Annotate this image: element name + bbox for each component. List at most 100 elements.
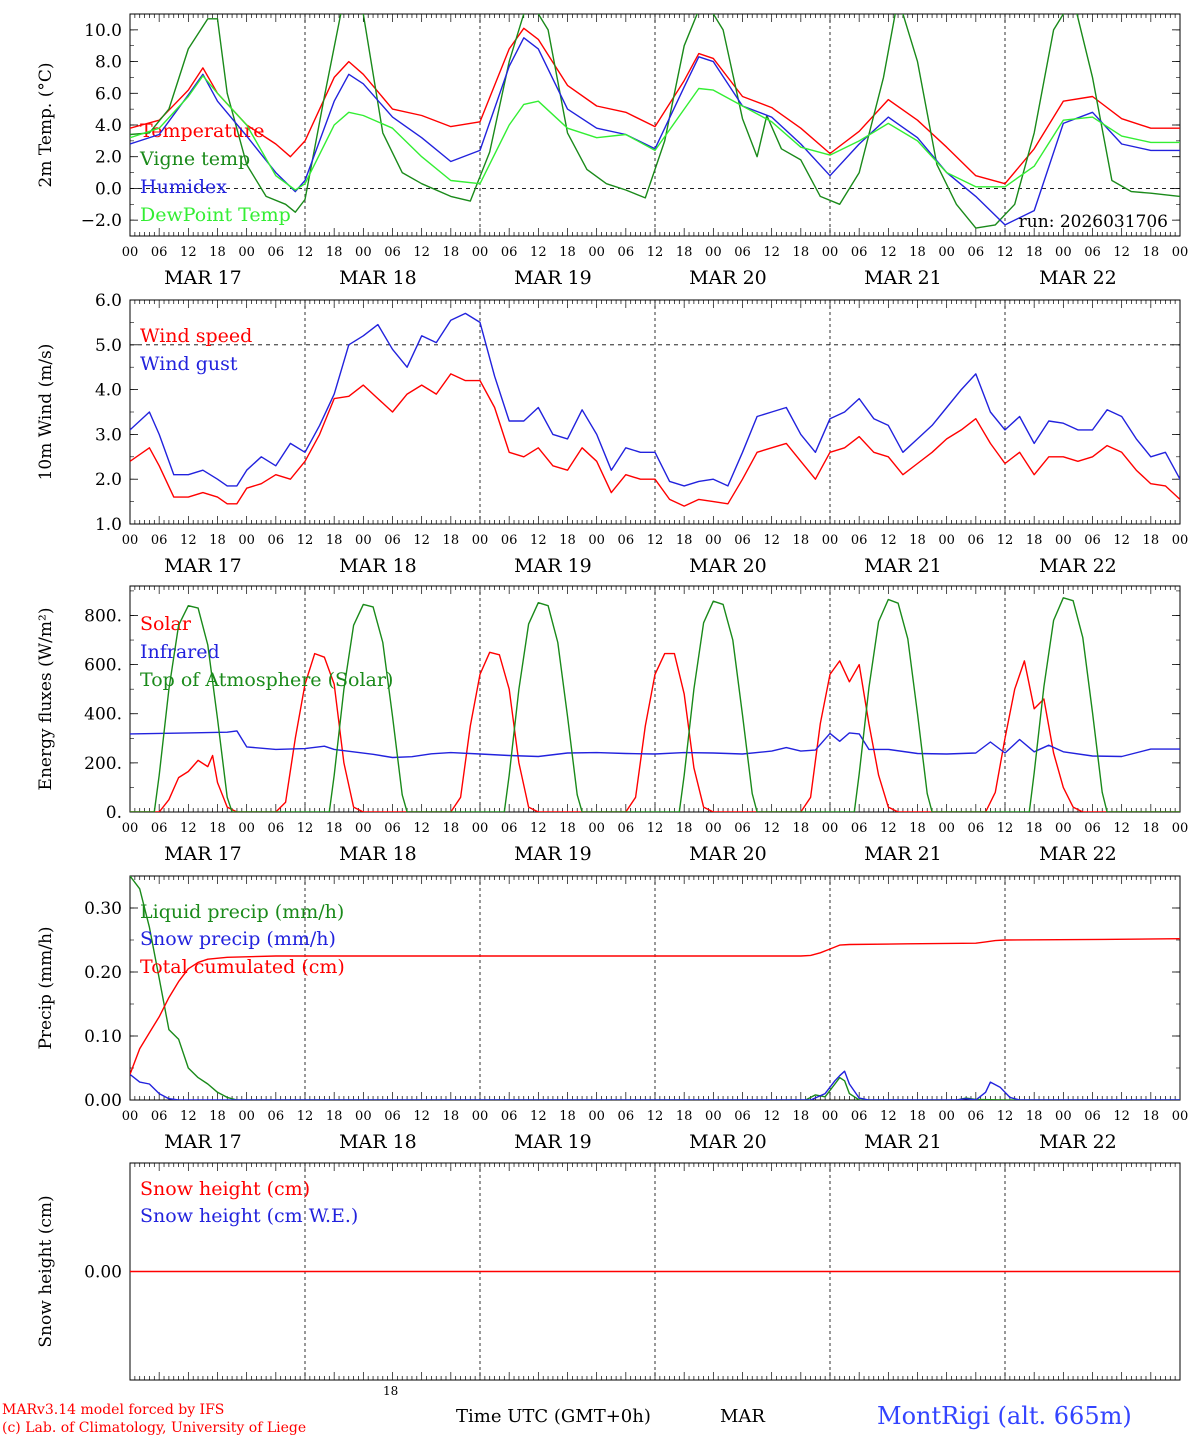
x-tick-label: 18 xyxy=(326,821,343,836)
series-line-wind-speed xyxy=(130,373,1180,507)
x-tick-label: 12 xyxy=(997,533,1014,548)
x-tick-label: 06 xyxy=(851,245,868,260)
day-label: MAR 22 xyxy=(1039,267,1117,289)
y-tick-label: 1.0 xyxy=(95,515,122,535)
y-axis-label: 2m Temp. (°C) xyxy=(36,62,56,187)
x-tick-label: 00 xyxy=(1055,533,1072,548)
x-tick-label: 18 xyxy=(326,533,343,548)
x-tick-label: 12 xyxy=(297,533,314,548)
day-label: MAR 19 xyxy=(514,1131,592,1153)
x-tick-label: 12 xyxy=(997,245,1014,260)
y-tick-label: 0. xyxy=(106,803,122,823)
series-line-solar xyxy=(130,651,1180,812)
x-tick-label: 18 xyxy=(793,533,810,548)
series-line-wind-gust xyxy=(130,312,1180,487)
x-tick-label: 00 xyxy=(588,245,605,260)
x-tick-label: 18 xyxy=(793,1109,810,1124)
y-axis-label: Energy fluxes (W/m²) xyxy=(36,608,56,791)
x-tick-label: 00 xyxy=(122,821,139,836)
y-tick-label: 4.0 xyxy=(95,116,122,136)
x-tick-label: 00 xyxy=(938,245,955,260)
x-tick-label: 00 xyxy=(238,821,255,836)
x-tick-label: 18 xyxy=(326,1109,343,1124)
legend-entry: Infrared xyxy=(140,641,220,663)
day-label: MAR 18 xyxy=(339,267,417,289)
y-tick-label: 600. xyxy=(84,656,122,676)
x-tick-label: 18 xyxy=(209,245,226,260)
x-tick-label: 12 xyxy=(413,821,430,836)
x-tick-label: 18 xyxy=(1143,245,1160,260)
day-label: MAR 20 xyxy=(689,555,767,577)
x-tick-label: 06 xyxy=(384,245,401,260)
x-tick-label: 00 xyxy=(822,533,839,548)
credit-lab: (c) Lab. of Climatology, University of L… xyxy=(2,1420,307,1436)
x-tick-label: 12 xyxy=(297,821,314,836)
x-tick-label: 12 xyxy=(1113,533,1130,548)
x-tick-label: 12 xyxy=(880,821,897,836)
y-tick-label: 6.0 xyxy=(95,291,122,311)
x-tick-label: 06 xyxy=(501,533,518,548)
x-tick-label: 12 xyxy=(647,1109,664,1124)
day-label: MAR 18 xyxy=(339,555,417,577)
day-label: MAR 22 xyxy=(1039,843,1117,865)
x-tick-label: 18 xyxy=(676,245,693,260)
x-tick-label: 06 xyxy=(968,533,985,548)
x-tick-label: 06 xyxy=(734,533,751,548)
x-tick-label: 06 xyxy=(968,245,985,260)
x-tick-label: 00 xyxy=(355,821,372,836)
y-tick-label: 400. xyxy=(84,705,122,725)
y-tick-label: 200. xyxy=(84,754,122,774)
day-label: MAR 21 xyxy=(864,555,942,577)
legend-entry: Top of Atmosphere (Solar) xyxy=(140,669,393,691)
x-tick-label: 18 xyxy=(326,245,343,260)
y-tick-label: 6.0 xyxy=(95,84,122,104)
x-tick-label: 18 xyxy=(443,245,460,260)
series-line-temperature xyxy=(130,27,1180,185)
x-tick-label: 00 xyxy=(472,821,489,836)
x-tick-label: 00 xyxy=(1055,245,1072,260)
x-tick-label: 18 xyxy=(1143,821,1160,836)
day-label: MAR 19 xyxy=(514,555,592,577)
series-line-vigne-temp xyxy=(130,14,1180,229)
x-tick-label: 12 xyxy=(1113,245,1130,260)
x-tick-label: 06 xyxy=(151,821,168,836)
x-tick-label: 06 xyxy=(268,1109,285,1124)
day-label: MAR 20 xyxy=(689,1131,767,1153)
x-tick-label: 00 xyxy=(1172,821,1189,836)
chart-panel-5: 0.00 Snow height (cm) Snow height (cm) Snow… xyxy=(36,1162,1181,1381)
x-tick-label: 12 xyxy=(413,533,430,548)
x-tick-label: 18 xyxy=(1026,245,1043,260)
series-line-total-cumulated-cm- xyxy=(130,938,1180,1075)
x-tick-label: 00 xyxy=(822,1109,839,1124)
x-tick-label: 12 xyxy=(413,1109,430,1124)
x-tick-label: 12 xyxy=(880,1109,897,1124)
series-line-dewpoint-temp xyxy=(130,75,1180,191)
y-tick-label: 4.0 xyxy=(95,381,122,401)
x-tick-label: 00 xyxy=(705,1109,722,1124)
x-tick-label: 12 xyxy=(647,245,664,260)
x-tick-label: 00 xyxy=(588,1109,605,1124)
series-line-infrared xyxy=(130,730,1180,759)
x-tick-label: 06 xyxy=(618,533,635,548)
x-tick-label: 00 xyxy=(122,245,139,260)
day-label: MAR 21 xyxy=(864,267,942,289)
x-tick-label: 06 xyxy=(1084,821,1101,836)
legend-entry: Humidex xyxy=(140,176,227,198)
chart-panel-4: 00 06 12 18 00 06 12 18 00 06 12 18 00 06 12 18 00 06 12 18… xyxy=(36,875,1188,1153)
y-axis-label: Precip (mm/h) xyxy=(36,926,56,1049)
x-tick-label: 12 xyxy=(530,821,547,836)
x-tick-label: 00 xyxy=(238,245,255,260)
plot-frame xyxy=(129,299,1181,525)
x-tick-label: 12 xyxy=(297,245,314,260)
x-tick-label: 00 xyxy=(1172,533,1189,548)
x-tick-label: 06 xyxy=(618,245,635,260)
day-label: MAR 17 xyxy=(164,555,242,577)
series-line-liquid-precip-mm-h- xyxy=(130,876,1180,1100)
x-tick-label: 18 xyxy=(676,821,693,836)
x-tick-label: 00 xyxy=(472,245,489,260)
x-tick-label: 12 xyxy=(880,533,897,548)
x-tick-label: 06 xyxy=(501,821,518,836)
x-tick-label: 18 xyxy=(793,821,810,836)
x-tick-label: 06 xyxy=(268,533,285,548)
x-tick-label: 06 xyxy=(734,245,751,260)
